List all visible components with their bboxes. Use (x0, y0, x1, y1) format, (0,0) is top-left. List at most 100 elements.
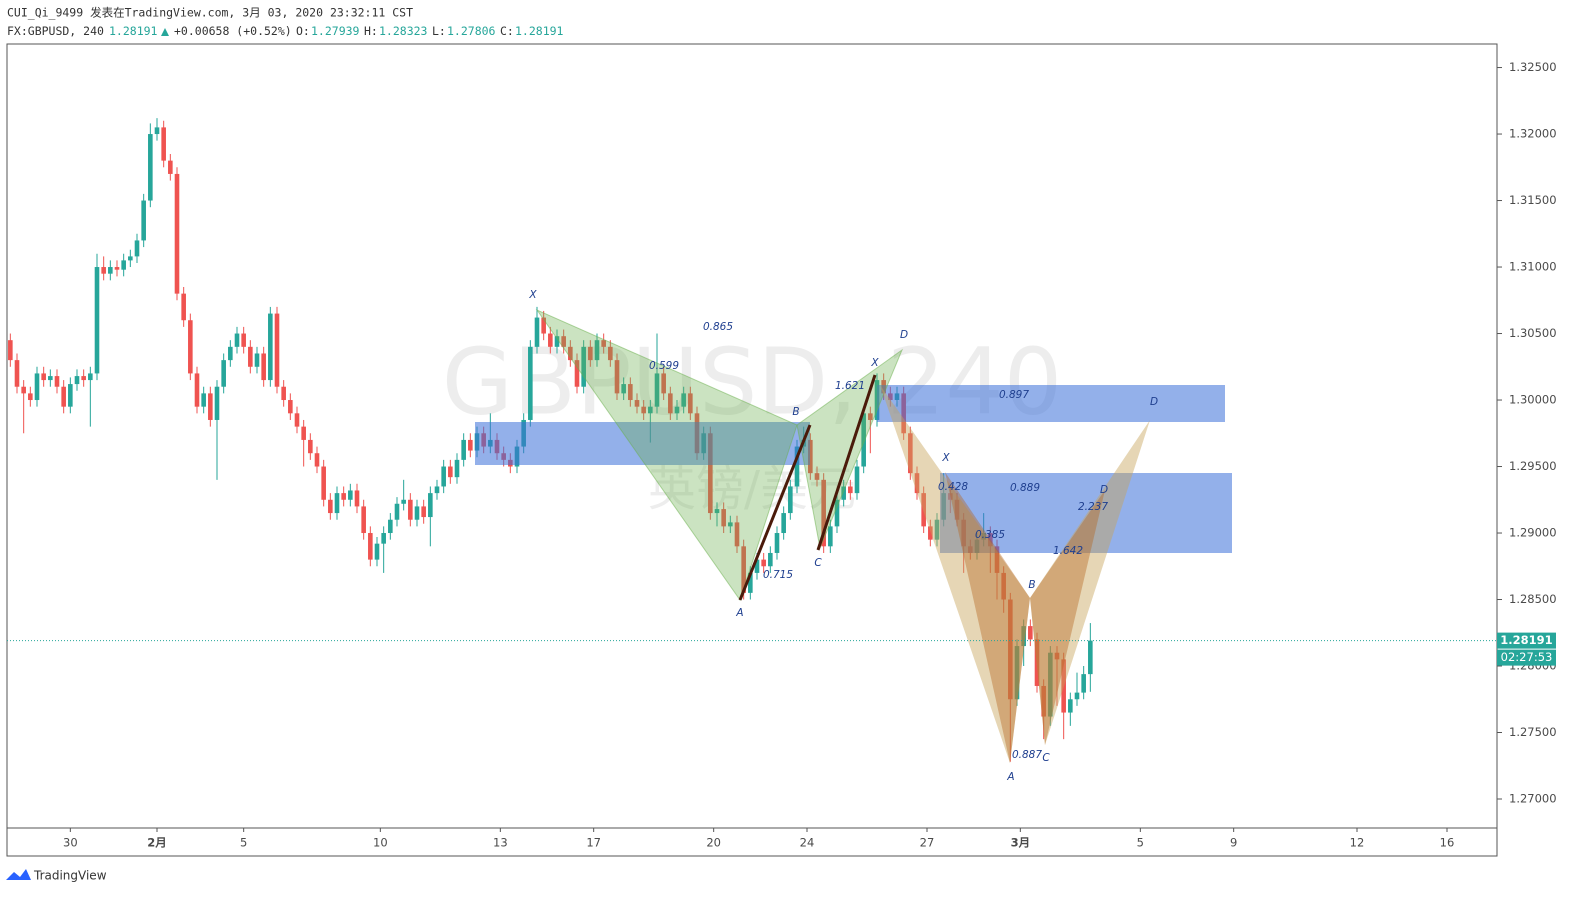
candle-body (354, 490, 360, 507)
x-tick-label: 3月 (1011, 836, 1031, 850)
candle-body (468, 439, 473, 451)
close-value: 1.28191 (515, 24, 564, 38)
candle-body (681, 393, 686, 407)
candle-body (1054, 652, 1060, 660)
candle-body (821, 479, 826, 547)
candle-body (1068, 699, 1073, 713)
pattern-label: 0.889 (1010, 482, 1040, 494)
x-tick-label: 30 (63, 836, 78, 850)
candle-body (414, 506, 420, 520)
candle-body (674, 406, 680, 414)
zone-box (475, 422, 810, 465)
candle-body (1041, 685, 1046, 717)
candle-body (554, 336, 560, 347)
pattern-label: 0.715 (763, 569, 793, 581)
pattern-label: 0.599 (649, 360, 679, 372)
x-tick-label: 9 (1230, 836, 1237, 850)
candle-body (628, 384, 633, 401)
candle-body (1001, 572, 1006, 600)
candle-body (168, 160, 173, 174)
logo (6, 869, 31, 880)
candle-body (594, 340, 600, 361)
low-value: 1.27806 (447, 24, 496, 38)
y-tick-label: 1.32500 (1509, 60, 1557, 74)
candle-body (728, 522, 733, 527)
candle-body (394, 503, 400, 520)
candle-body (108, 267, 113, 274)
candle-body (141, 200, 146, 241)
price-label-box (1497, 632, 1556, 649)
pattern-label: A (1006, 771, 1014, 783)
candle-body (854, 466, 860, 494)
candle-body (634, 400, 640, 407)
brand: TradingView (6, 869, 107, 883)
candle-body (261, 353, 266, 381)
last-price: 1.28191 (109, 24, 158, 38)
countdown-box (1497, 649, 1556, 666)
pattern-label: A (735, 607, 743, 619)
x-tick-label: 5 (1137, 836, 1144, 850)
pattern-label: C (814, 557, 822, 569)
candle-body (161, 127, 166, 161)
trend-line (738, 424, 812, 601)
candle-body (688, 393, 693, 414)
candle-body (441, 466, 446, 487)
candle-body (188, 320, 193, 374)
x-tick-label: 5 (240, 836, 247, 850)
pattern-triangle (880, 385, 1030, 763)
candle-body (8, 340, 13, 361)
y-tick-label: 1.31000 (1509, 260, 1557, 274)
candle-body (281, 386, 286, 401)
candle-body (1034, 639, 1040, 686)
candle-body (1088, 640, 1093, 675)
pattern-label: D (900, 329, 908, 341)
candle-body (721, 509, 726, 527)
candle-body (1074, 692, 1080, 700)
pattern-label: B (792, 406, 799, 418)
candle-body (221, 360, 226, 387)
pattern-label: 2.237 (1078, 501, 1108, 513)
candle-body (68, 384, 73, 407)
candle-body (741, 546, 746, 593)
candle-body (401, 499, 406, 504)
high-value: 1.28323 (379, 24, 428, 38)
candle-body (914, 473, 920, 494)
candle-body (14, 360, 20, 387)
x-tick-label: 10 (373, 836, 388, 850)
candle-body (1048, 652, 1053, 717)
candle-body (214, 386, 220, 420)
pattern-label: D (1150, 396, 1158, 408)
pattern-triangle (1030, 490, 1105, 745)
candle-body (234, 333, 240, 347)
candle-body (114, 267, 120, 270)
candle-body (88, 373, 93, 381)
candle-body (534, 317, 540, 347)
candle-body (614, 360, 620, 394)
candle-body (928, 526, 933, 540)
candle-body (314, 453, 320, 467)
candle-body (654, 373, 660, 407)
candle-body (734, 522, 740, 547)
y-tick-label: 1.29500 (1509, 459, 1557, 473)
candle-body (761, 559, 766, 567)
pattern-label: X (528, 289, 537, 301)
candle-body (748, 572, 753, 593)
pattern-triangle (945, 472, 1030, 763)
pattern-label: 0.385 (975, 529, 1005, 541)
candle-body (301, 426, 306, 440)
candle-body (81, 376, 86, 381)
candle-body (28, 393, 33, 401)
open-value: 1.27939 (311, 24, 360, 38)
ohlc-label: H: (364, 24, 378, 38)
candle-body (61, 386, 66, 407)
candle-body (148, 134, 153, 201)
candle-body (181, 293, 186, 321)
candle-body (174, 173, 180, 294)
candle-body (774, 533, 780, 553)
candle-body (848, 486, 853, 494)
candle-body (448, 466, 453, 478)
candle-body (708, 433, 713, 514)
y-tick-label: 1.30000 (1509, 393, 1557, 407)
candle-body (254, 353, 260, 367)
candle-body (41, 373, 46, 381)
